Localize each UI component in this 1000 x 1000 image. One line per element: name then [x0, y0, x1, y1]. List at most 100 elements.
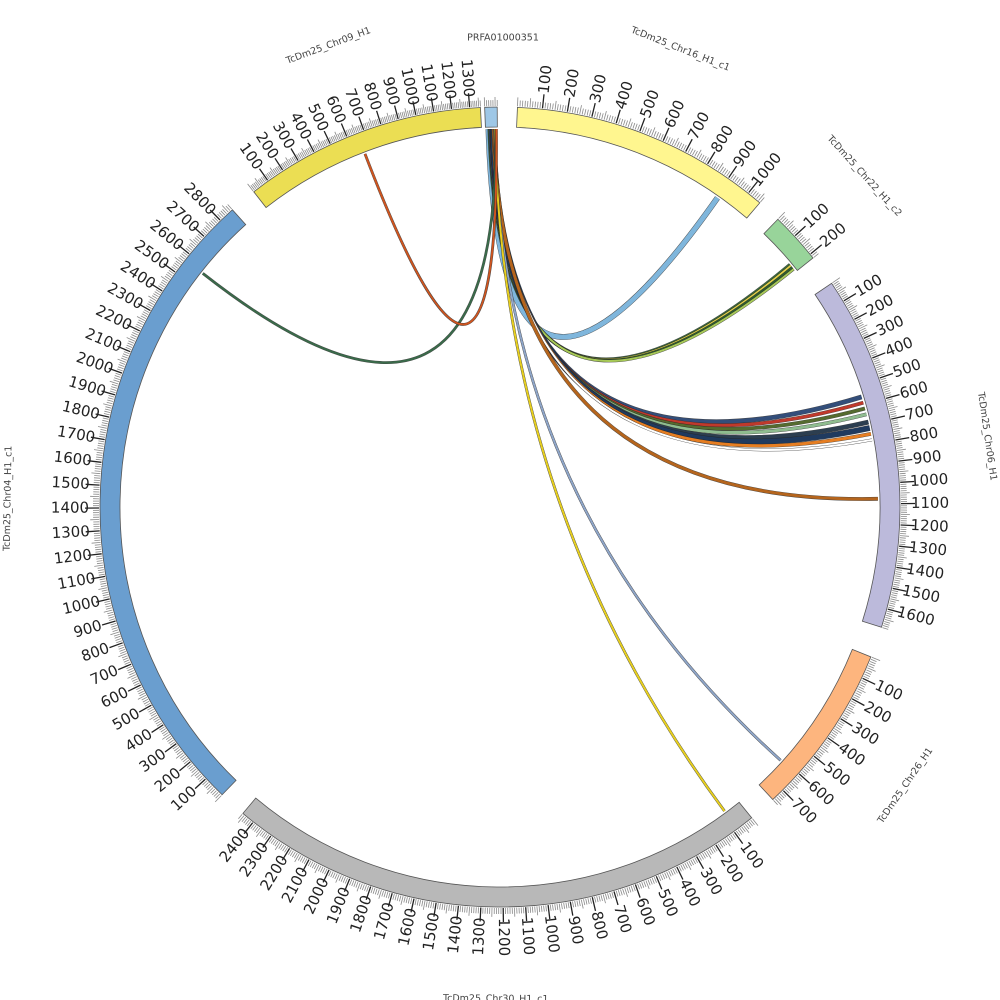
- minor-tick: [798, 234, 804, 240]
- minor-tick: [104, 600, 111, 603]
- ideogram-chr16[interactable]: [516, 106, 761, 219]
- minor-tick: [182, 251, 188, 256]
- minor-tick: [841, 716, 848, 721]
- minor-tick: [301, 151, 305, 158]
- minor-tick: [108, 395, 115, 398]
- minor-tick: [899, 470, 909, 473]
- minor-tick: [364, 884, 367, 891]
- minor-tick: [466, 101, 469, 108]
- minor-tick: [410, 109, 413, 116]
- tick-label: 600: [898, 377, 930, 402]
- minor-tick: [700, 154, 705, 161]
- minor-tick: [143, 700, 150, 705]
- major-tick: [306, 139, 315, 153]
- ideogram-chr22[interactable]: [763, 218, 814, 272]
- minor-tick: [888, 404, 895, 407]
- ideogram-chr26[interactable]: [758, 648, 872, 801]
- minor-tick: [893, 581, 900, 584]
- minor-tick: [282, 845, 287, 852]
- minor-tick: [175, 260, 181, 265]
- minor-tick: [820, 746, 829, 753]
- major-tick: [150, 282, 163, 292]
- minor-tick: [408, 110, 411, 117]
- major-tick: [879, 372, 894, 379]
- minor-tick: [158, 285, 164, 290]
- minor-tick: [182, 757, 188, 763]
- minor-tick: [898, 466, 906, 468]
- minor-tick: [95, 548, 102, 551]
- minor-tick: [864, 337, 871, 341]
- minor-tick: [791, 227, 797, 233]
- minor-tick: [788, 224, 794, 229]
- minor-tick: [96, 562, 103, 565]
- major-tick: [87, 553, 102, 557]
- minor-tick: [202, 228, 208, 234]
- minor-tick: [107, 397, 114, 400]
- minor-tick: [102, 594, 109, 597]
- link-ribbon: [490, 129, 867, 435]
- minor-tick: [589, 110, 592, 117]
- minor-tick: [437, 104, 440, 111]
- ideogram-prfa[interactable]: [484, 106, 498, 128]
- ideogram-chr09[interactable]: [253, 107, 482, 209]
- minor-tick: [868, 665, 874, 669]
- minor-tick: [735, 830, 741, 837]
- minor-tick: [804, 242, 810, 247]
- minor-tick: [883, 388, 890, 391]
- minor-tick: [332, 872, 336, 879]
- major-tick: [164, 743, 177, 753]
- minor-tick: [692, 858, 696, 865]
- minor-tick: [717, 843, 722, 849]
- minor-tick: [779, 793, 785, 799]
- minor-tick: [119, 362, 126, 365]
- minor-tick: [118, 653, 127, 658]
- minor-tick: [886, 400, 894, 403]
- minor-tick: [396, 894, 400, 901]
- major-tick: [87, 460, 102, 463]
- major-tick: [862, 677, 876, 685]
- minor-tick: [776, 796, 782, 802]
- minor-tick: [94, 544, 101, 546]
- minor-tick: [191, 768, 197, 774]
- minor-tick: [299, 152, 304, 158]
- minor-tick: [889, 411, 896, 414]
- minor-tick: [213, 217, 219, 222]
- minor-tick: [746, 185, 751, 192]
- minor-tick: [773, 800, 778, 805]
- major-tick: [655, 876, 663, 890]
- minor-tick: [705, 157, 709, 163]
- minor-tick: [732, 833, 737, 839]
- minor-tick: [615, 890, 619, 897]
- minor-tick: [122, 353, 129, 357]
- minor-tick: [97, 442, 105, 445]
- minor-tick: [736, 178, 741, 184]
- minor-tick: [443, 904, 446, 911]
- minor-tick: [671, 139, 676, 146]
- minor-tick: [882, 383, 889, 387]
- minor-tick: [218, 212, 224, 218]
- minor-tick: [861, 680, 868, 684]
- link-ribbon: [492, 129, 873, 452]
- minor-tick: [538, 906, 541, 913]
- minor-tick: [532, 906, 534, 913]
- ideogram-chr30[interactable]: [242, 797, 753, 908]
- minor-tick: [110, 388, 117, 391]
- minor-tick: [212, 218, 217, 224]
- minor-tick: [222, 209, 227, 214]
- minor-tick: [225, 205, 231, 211]
- minor-tick: [899, 541, 906, 543]
- minor-tick: [781, 792, 787, 797]
- minor-tick: [891, 592, 898, 595]
- ideogram-chr06[interactable]: [814, 282, 901, 628]
- minor-tick: [620, 118, 624, 125]
- minor-tick: [815, 754, 821, 759]
- tick-label: 1400: [51, 499, 89, 517]
- ideogram-chr04[interactable]: [99, 209, 247, 796]
- minor-tick: [197, 775, 203, 780]
- major-tick: [547, 905, 551, 920]
- minor-tick: [111, 627, 118, 630]
- minor-tick: [637, 883, 640, 890]
- minor-tick: [161, 730, 168, 735]
- minor-tick: [304, 149, 308, 156]
- labels-layer: 100 200 300 400 5006007008009001000TcDm25_Ch…: [2, 24, 999, 1000]
